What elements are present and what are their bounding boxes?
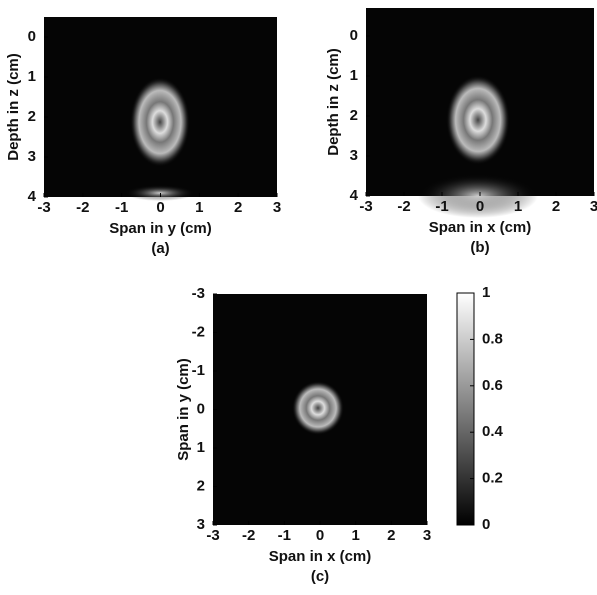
y-tick-label: 1 <box>350 67 358 84</box>
x-tick-label: 2 <box>387 527 395 544</box>
x-axis-label: Span in y (cm) <box>109 220 212 237</box>
x-axis-label: Span in x (cm) <box>269 548 372 565</box>
x-tick-label: -1 <box>115 199 128 216</box>
x-tick-label: 1 <box>351 527 359 544</box>
y-tick-label: 1 <box>197 439 205 456</box>
x-tick-label: -3 <box>359 198 372 215</box>
intensity-blob <box>446 75 510 165</box>
x-tick-label: 0 <box>156 199 164 216</box>
x-tick-label: -1 <box>278 527 291 544</box>
y-tick-label: 4 <box>350 187 359 204</box>
x-axis-label: Span in x (cm) <box>429 219 532 236</box>
intensity-strip <box>418 174 538 218</box>
y-tick-label: 3 <box>350 147 358 164</box>
y-tick-label: 0 <box>350 27 358 44</box>
y-tick-label: -1 <box>192 362 205 379</box>
caption: (a) <box>151 240 169 257</box>
x-tick-label: -1 <box>435 198 448 215</box>
y-tick-label: 2 <box>197 477 205 494</box>
x-tick-label: 1 <box>195 199 203 216</box>
x-tick-label: 3 <box>590 198 597 215</box>
colorbar-tick-label: 0 <box>482 516 490 533</box>
colorbar-tick-label: 0.8 <box>482 330 503 347</box>
y-tick-label: 2 <box>350 107 358 124</box>
x-tick-label: 1 <box>514 198 522 215</box>
x-tick-label: -2 <box>242 527 255 544</box>
y-tick-label: 1 <box>28 68 36 85</box>
x-tick-label: -3 <box>37 199 50 216</box>
colorbar-tick-label: 1 <box>482 284 490 301</box>
x-tick-label: 3 <box>273 199 281 216</box>
x-tick-label: 2 <box>552 198 560 215</box>
x-tick-label: 0 <box>476 198 484 215</box>
x-tick-label: 3 <box>423 527 431 544</box>
x-tick-label: 0 <box>316 527 324 544</box>
y-axis-label: Span in y (cm) <box>175 358 192 461</box>
y-tick-label: -2 <box>192 323 205 340</box>
y-axis-label: Depth in z (cm) <box>325 48 342 156</box>
colorbar-tick-label: 0.6 <box>482 377 503 394</box>
y-tick-label: 0 <box>197 400 205 417</box>
x-tick-label: -2 <box>76 199 89 216</box>
intensity-blob <box>130 77 190 167</box>
caption: (c) <box>311 568 329 585</box>
y-tick-label: -3 <box>192 285 205 302</box>
y-tick-label: 4 <box>28 188 37 205</box>
x-tick-label: -2 <box>397 198 410 215</box>
intensity-blob <box>292 381 344 435</box>
colorbar-tick-label: 0.2 <box>482 470 503 487</box>
y-tick-label: 2 <box>28 108 36 125</box>
x-tick-label: -3 <box>206 527 219 544</box>
y-axis-label: Depth in z (cm) <box>5 53 22 161</box>
colorbar <box>456 292 475 526</box>
colorbar-tick-label: 0.4 <box>482 423 504 440</box>
y-tick-label: 3 <box>197 516 205 533</box>
y-tick-label: 0 <box>28 28 36 45</box>
x-tick-label: 2 <box>234 199 242 216</box>
y-tick-label: 3 <box>28 148 36 165</box>
caption: (b) <box>470 239 489 256</box>
